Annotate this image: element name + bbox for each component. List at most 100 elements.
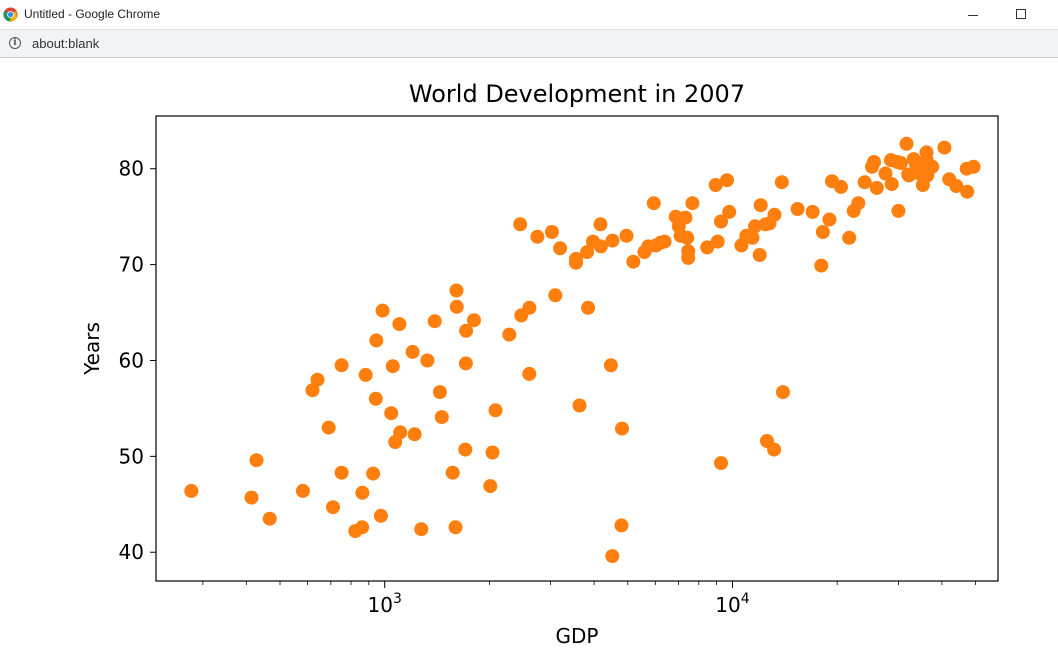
data-point [774, 175, 789, 190]
address-bar[interactable]: i about:blank [0, 30, 1058, 58]
data-point [385, 359, 400, 374]
data-point [603, 358, 618, 373]
data-point [249, 453, 264, 468]
data-point [569, 255, 583, 270]
data-point [295, 483, 310, 498]
data-point [681, 250, 696, 265]
chrome-icon [3, 7, 18, 22]
data-point [714, 456, 728, 471]
data-point [358, 367, 373, 382]
y-tick-label: 80 [119, 157, 144, 181]
data-point [869, 180, 884, 195]
data-point [488, 403, 503, 418]
maximize-button[interactable] [998, 3, 1044, 27]
data-point [834, 179, 848, 194]
data-point [262, 511, 277, 526]
data-point [822, 212, 837, 227]
data-point [513, 217, 528, 232]
data-point [605, 549, 620, 564]
data-point [522, 366, 537, 381]
data-point [375, 303, 390, 318]
data-point [355, 485, 370, 500]
data-point [884, 177, 899, 192]
data-point [700, 240, 715, 255]
data-point [593, 217, 608, 232]
data-point [427, 314, 442, 329]
data-point [459, 323, 474, 338]
data-point [407, 427, 422, 442]
data-points [184, 136, 981, 564]
data-point [893, 156, 908, 170]
data-point [467, 313, 481, 328]
x-tick-label: 103 [368, 591, 402, 617]
url-text[interactable]: about:blank [32, 36, 100, 51]
data-point [937, 140, 952, 155]
data-point [334, 358, 349, 373]
window-title: Untitled - Google Chrome [24, 7, 161, 21]
data-point [530, 229, 545, 244]
data-point [805, 204, 820, 219]
data-point [522, 300, 537, 315]
data-point [710, 234, 725, 249]
minimize-button[interactable] [950, 3, 996, 27]
y-tick-label: 60 [119, 348, 144, 372]
data-point [321, 420, 336, 435]
data-point [657, 234, 672, 249]
y-tick-label: 70 [119, 253, 144, 277]
data-point [368, 391, 383, 406]
data-point [384, 406, 399, 421]
data-point [646, 196, 661, 211]
chart-title: World Development in 2007 [409, 80, 745, 108]
data-point [851, 196, 866, 211]
data-point [445, 465, 460, 480]
data-point [814, 258, 829, 273]
data-point [392, 317, 407, 332]
data-point [373, 508, 388, 523]
data-point [767, 207, 782, 222]
data-point [745, 230, 760, 245]
data-point [458, 442, 473, 457]
data-point [483, 479, 498, 494]
data-point [615, 421, 629, 436]
data-point [184, 483, 199, 498]
y-tick-label: 40 [119, 540, 144, 564]
y-tick-label: 50 [119, 444, 144, 468]
data-point [449, 283, 464, 298]
data-point [605, 233, 620, 248]
data-point [244, 490, 259, 505]
data-point [626, 254, 641, 269]
data-point [708, 178, 723, 192]
data-point [753, 198, 768, 213]
data-point [949, 179, 964, 193]
x-axis-label: GDP [556, 624, 599, 648]
data-point [714, 214, 728, 229]
data-point [867, 155, 881, 169]
data-point [393, 425, 408, 440]
data-point [326, 500, 340, 515]
data-point [334, 465, 349, 480]
data-point [544, 225, 559, 239]
info-icon[interactable]: i [9, 37, 21, 49]
data-point [553, 241, 568, 256]
data-point [619, 228, 634, 243]
data-point [678, 210, 693, 225]
y-axis-label: Years [80, 322, 104, 376]
data-point [572, 398, 587, 413]
plot-frame [155, 115, 999, 582]
x-tick-label: 104 [715, 591, 749, 617]
data-point [580, 245, 595, 260]
data-point [581, 300, 596, 315]
data-point [815, 225, 830, 239]
data-point [485, 445, 500, 460]
data-point [899, 136, 914, 151]
data-point [748, 219, 762, 234]
data-point [369, 333, 384, 348]
data-point [366, 466, 381, 481]
data-point [593, 239, 608, 254]
data-point [925, 159, 940, 174]
data-point [448, 520, 463, 535]
data-point [722, 204, 737, 219]
data-point [878, 166, 893, 181]
data-point [842, 230, 857, 245]
window-title-bar: Untitled - Google Chrome [0, 0, 1058, 30]
